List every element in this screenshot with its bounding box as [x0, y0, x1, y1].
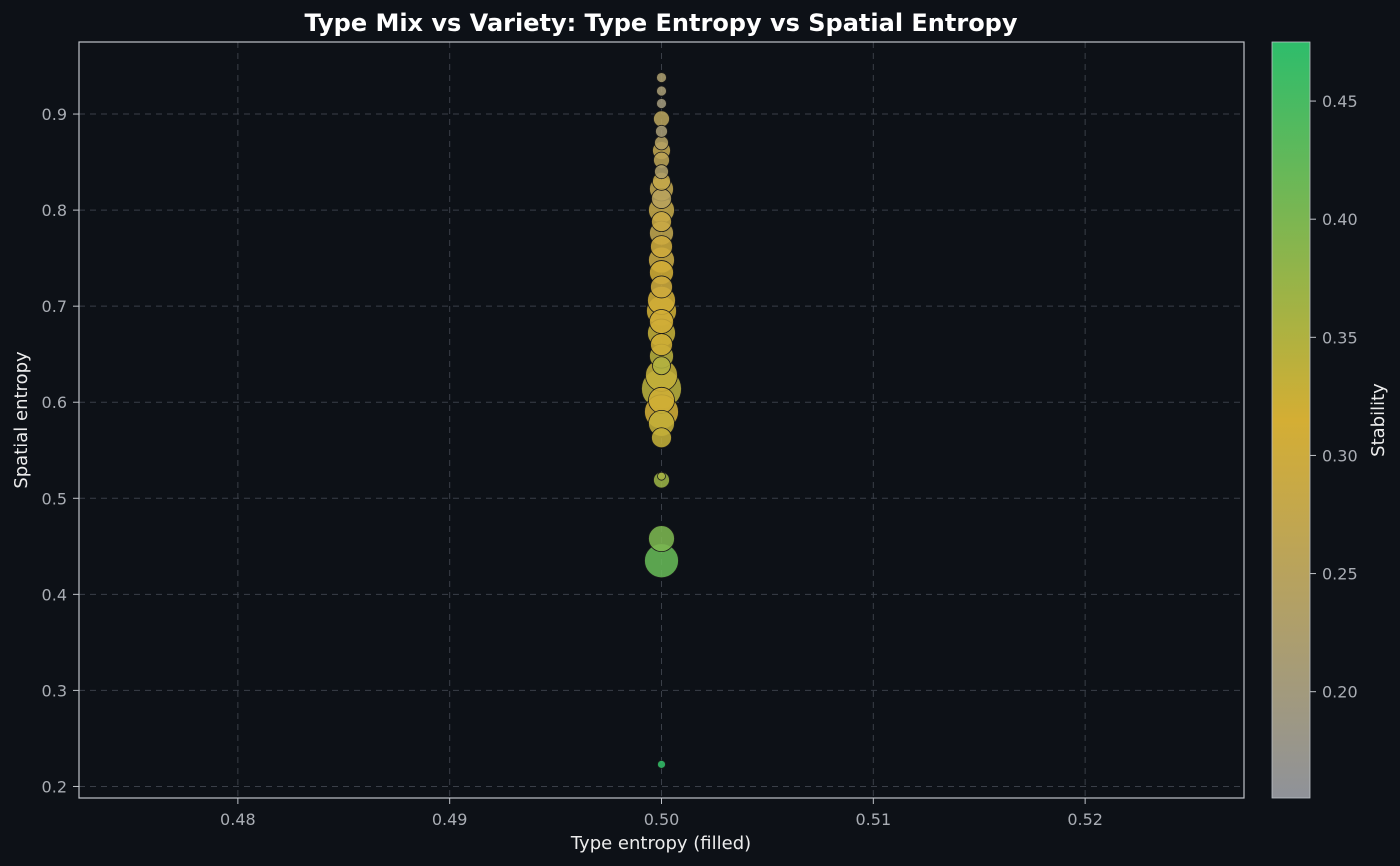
- scatter-point: [652, 356, 671, 376]
- y-tick-label: 0.3: [42, 681, 67, 700]
- y-tick-label: 0.5: [42, 489, 67, 508]
- colorbar-tick-label: 0.25: [1322, 565, 1358, 584]
- colorbar-ticks: 0.20 0.25 0.30 0.35 0.40 0.45: [1310, 92, 1358, 702]
- scatter-point: [648, 386, 675, 414]
- x-axis-ticks: 0.48 0.49 0.50 0.51 0.52: [220, 798, 1103, 829]
- y-tick-label: 0.7: [42, 297, 67, 316]
- scatter-point: [651, 188, 672, 209]
- chart-title: Type Mix vs Variety: Type Entropy vs Spa…: [304, 9, 1017, 37]
- scatter-point: [649, 309, 674, 334]
- y-tick-label: 0.2: [42, 777, 67, 796]
- x-tick-label: 0.51: [856, 810, 892, 829]
- scatter-point: [651, 211, 672, 233]
- scatter-point: [648, 525, 675, 553]
- colorbar-tick-label: 0.40: [1322, 210, 1358, 229]
- scatter-point: [657, 471, 666, 481]
- x-tick-label: 0.52: [1067, 810, 1103, 829]
- scatter-point: [650, 275, 673, 299]
- y-tick-label: 0.9: [42, 105, 67, 124]
- colorbar-label: Stability: [1368, 383, 1389, 457]
- y-axis-label: Spatial entropy: [11, 351, 32, 489]
- scatter-point: [654, 164, 669, 180]
- colorbar-tick-label: 0.20: [1322, 683, 1358, 702]
- scatter-point: [655, 124, 668, 138]
- y-tick-label: 0.4: [42, 585, 67, 604]
- x-tick-label: 0.48: [220, 810, 256, 829]
- colorbar-tick-label: 0.45: [1322, 92, 1358, 111]
- scatter-point: [656, 98, 667, 109]
- colorbar: [1271, 41, 1311, 799]
- scatter-point: [650, 235, 673, 259]
- y-tick-label: 0.8: [42, 201, 67, 220]
- scatter-point: [656, 72, 667, 83]
- scatter-point: [651, 427, 672, 449]
- x-tick-label: 0.50: [644, 810, 680, 829]
- scatter-point: [657, 759, 666, 769]
- colorbar-tick-label: 0.30: [1322, 446, 1358, 465]
- data-points: [641, 72, 682, 769]
- y-tick-label: 0.6: [42, 393, 67, 412]
- colorbar-tick-label: 0.35: [1322, 328, 1358, 347]
- scatter-point: [653, 110, 670, 128]
- scatter-point: [650, 333, 673, 356]
- scatter-point: [654, 135, 669, 151]
- x-tick-label: 0.49: [432, 810, 468, 829]
- y-axis-ticks: 0.2 0.3 0.4 0.5 0.6 0.7 0.8 0.9: [42, 105, 79, 796]
- scatter-point: [656, 85, 667, 97]
- x-axis-label: Type entropy (filled): [570, 833, 751, 854]
